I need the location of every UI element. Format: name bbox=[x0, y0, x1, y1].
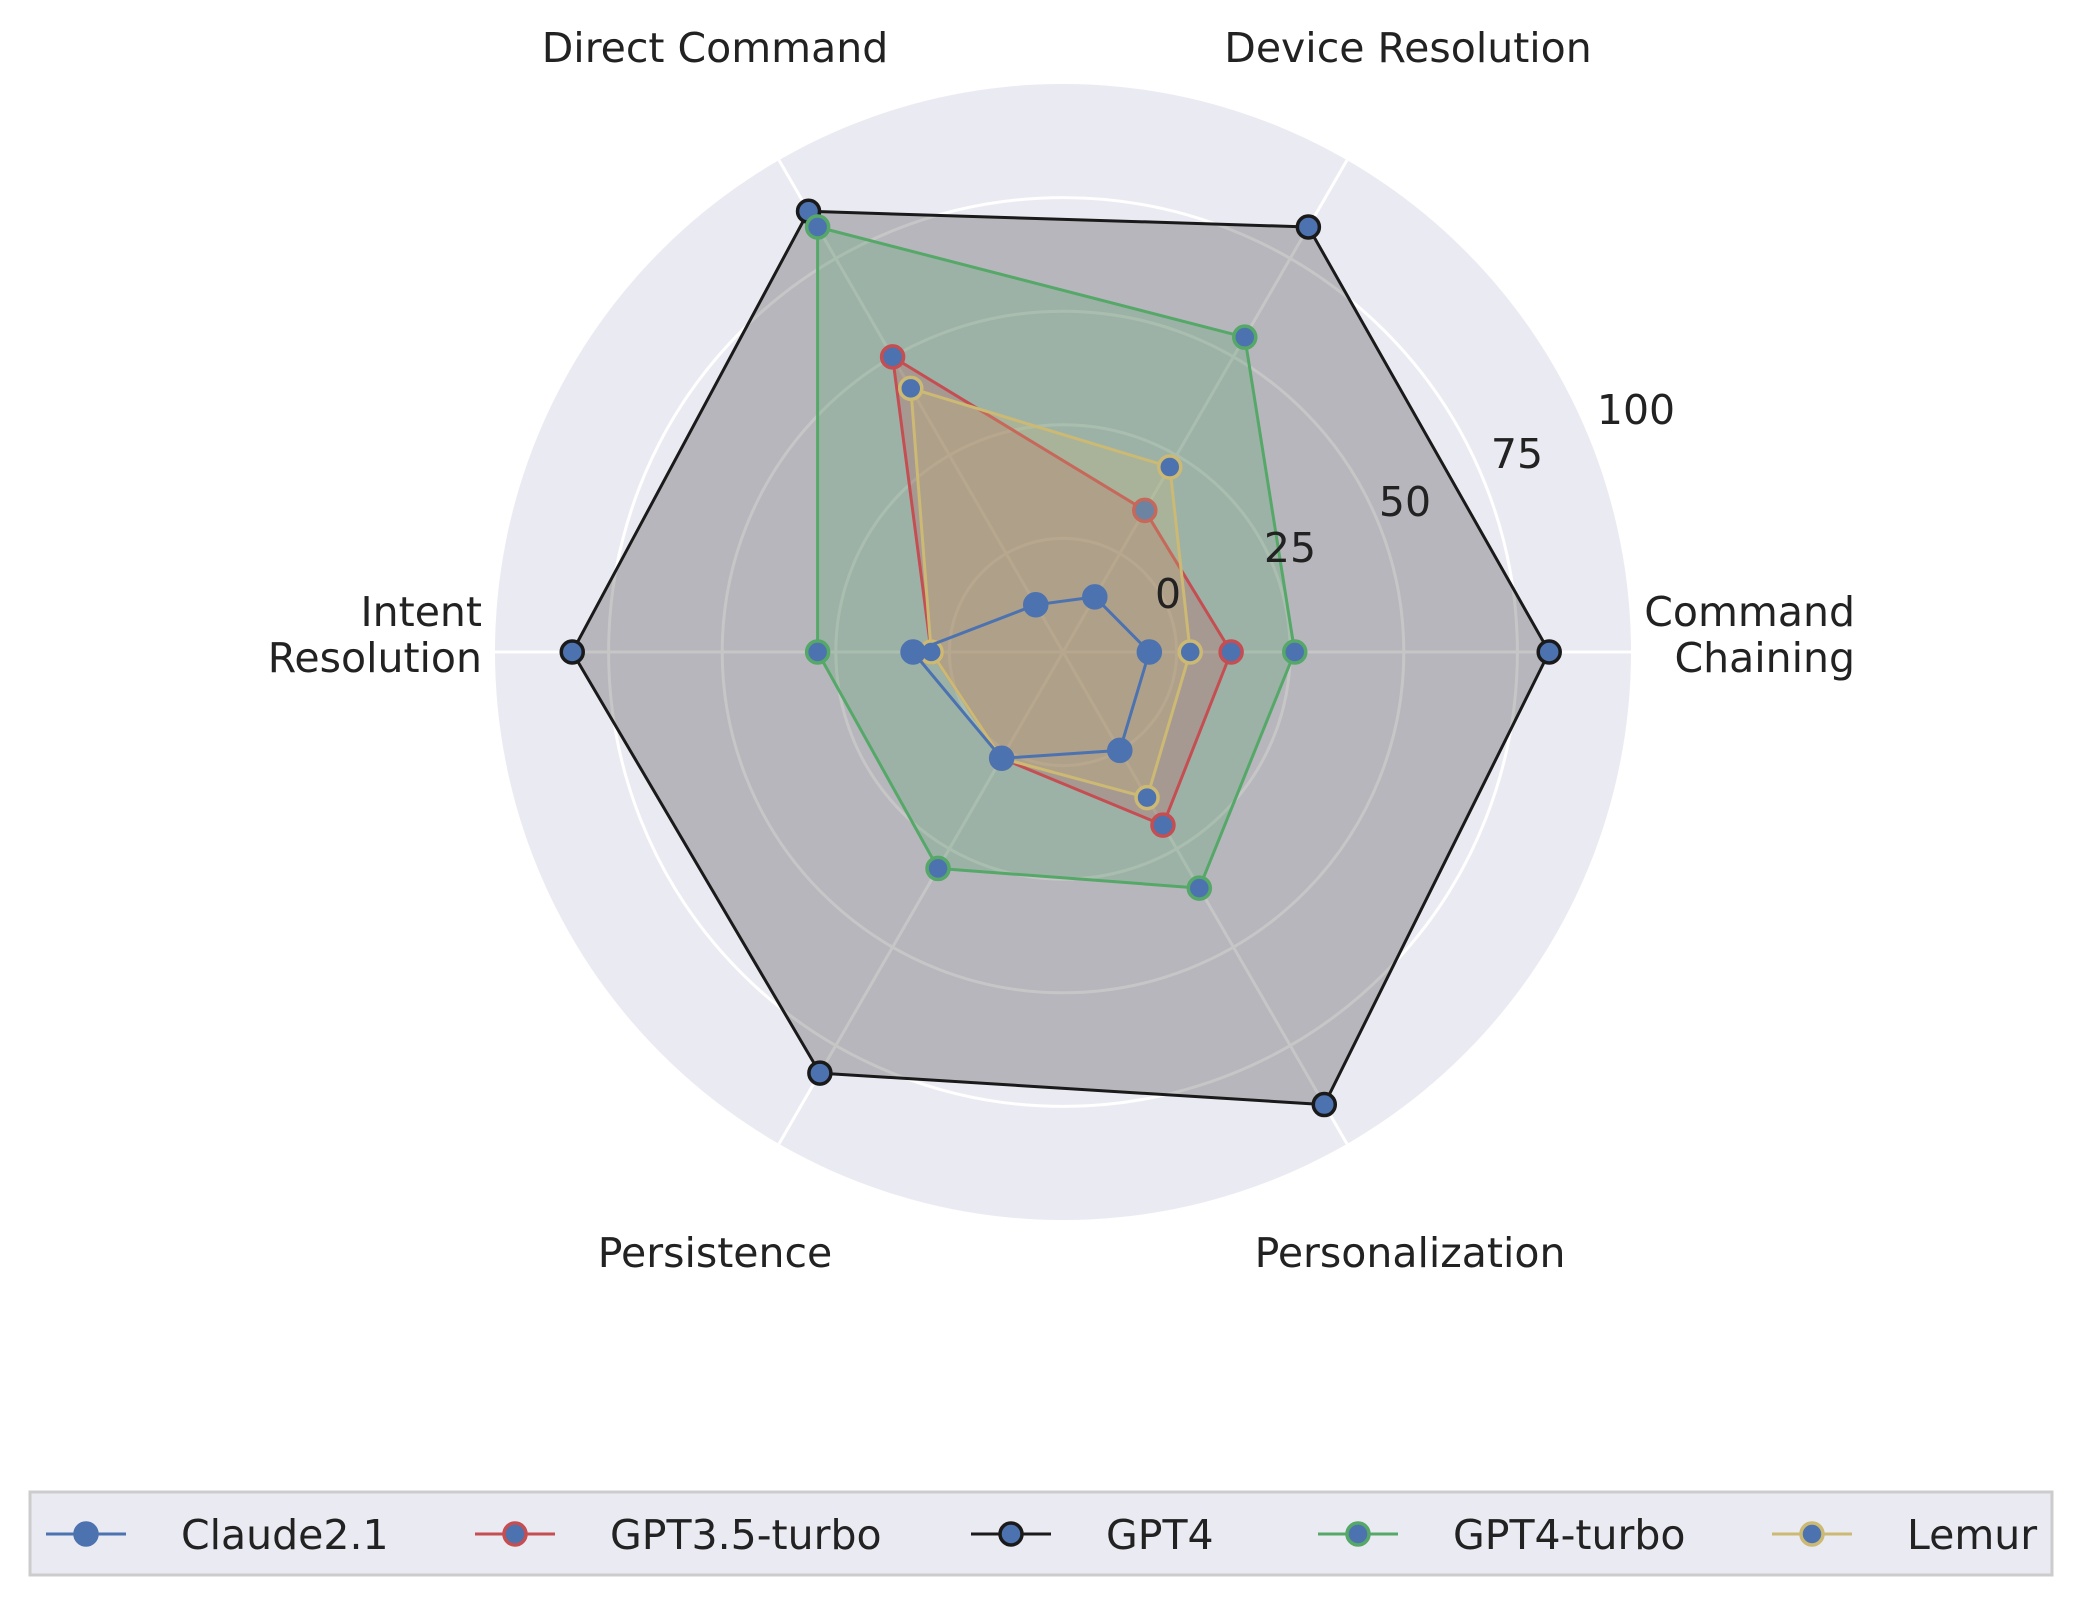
axis-label: Direct Command bbox=[542, 24, 889, 72]
legend-label: GPT4 bbox=[1106, 1511, 1214, 1559]
legend-marker bbox=[502, 1521, 528, 1547]
axis-label: Persistence bbox=[598, 1229, 833, 1277]
legend-entry: Claude2.1 bbox=[46, 1511, 389, 1559]
legend-marker bbox=[998, 1521, 1024, 1547]
data-point bbox=[1082, 584, 1108, 610]
data-point bbox=[1177, 639, 1203, 665]
data-point bbox=[1311, 1091, 1338, 1118]
data-point bbox=[1536, 639, 1562, 665]
data-point bbox=[1232, 324, 1258, 350]
series-area bbox=[910, 388, 1191, 798]
data-point bbox=[1157, 454, 1183, 480]
data-point bbox=[559, 639, 585, 665]
data-point bbox=[1136, 639, 1163, 665]
radial-tick-label: 25 bbox=[1264, 524, 1316, 572]
axis-label-line: Persistence bbox=[598, 1229, 833, 1277]
legend-marker bbox=[73, 1521, 99, 1547]
data-point bbox=[804, 639, 831, 665]
legend-label: Lemur bbox=[1907, 1511, 2037, 1559]
data-point bbox=[1150, 812, 1176, 838]
series-area bbox=[817, 227, 1295, 889]
data-point bbox=[1186, 875, 1213, 901]
radial-tick-label: 0 bbox=[1155, 570, 1181, 618]
data-point bbox=[1295, 214, 1322, 240]
axis-label-line: Resolution bbox=[268, 634, 482, 682]
data-point bbox=[807, 1060, 833, 1086]
radial-tick-label: 50 bbox=[1379, 478, 1431, 526]
axis-label-line: Direct Command bbox=[542, 24, 889, 72]
data-point bbox=[1132, 497, 1158, 524]
axis-label-line: Device Resolution bbox=[1224, 24, 1591, 72]
data-point bbox=[1218, 639, 1244, 665]
data-point bbox=[1134, 784, 1160, 811]
data-point bbox=[1022, 592, 1049, 618]
axis-label: Device Resolution bbox=[1224, 24, 1591, 72]
legend-marker bbox=[1345, 1521, 1371, 1547]
axis-label-line: Command bbox=[1644, 588, 1855, 636]
axis-label: Personalization bbox=[1255, 1229, 1566, 1277]
legend-entry: GPT4 bbox=[971, 1511, 1214, 1559]
radial-tick-label: 100 bbox=[1597, 386, 1675, 434]
legend-entry: Lemur bbox=[1772, 1511, 2037, 1559]
legend-entry: GPT3.5-turbo bbox=[475, 1511, 882, 1559]
series-lemur bbox=[898, 375, 1203, 811]
axis-label: Intent Resolution bbox=[268, 588, 482, 682]
data-point bbox=[988, 745, 1015, 772]
series-area bbox=[892, 356, 1232, 826]
radial-tick-label: 75 bbox=[1491, 430, 1543, 478]
data-point bbox=[804, 214, 831, 240]
axis-labels: Command Chaining Device Resolution Direct C… bbox=[268, 24, 1855, 1277]
data-point bbox=[898, 375, 924, 402]
data-point bbox=[1107, 737, 1133, 764]
legend-label: GPT3.5-turbo bbox=[610, 1511, 882, 1559]
radial-tick-labels: 0 25 50 75 100 bbox=[1155, 386, 1675, 618]
grid-spoke bbox=[777, 159, 1065, 653]
legend-entry: GPT4-turbo bbox=[1318, 1511, 1685, 1559]
axis-label-line: Intent bbox=[361, 588, 482, 636]
data-point bbox=[925, 855, 951, 882]
legend-marker bbox=[1799, 1521, 1825, 1547]
series-claude2-1 bbox=[900, 584, 1163, 772]
series-gpt4-turbo bbox=[804, 214, 1308, 901]
series-layer bbox=[559, 198, 1562, 1118]
axis-label-line: Chaining bbox=[1674, 634, 1855, 682]
axis-label-line: Personalization bbox=[1255, 1229, 1566, 1277]
data-point bbox=[879, 344, 906, 370]
grid-spoke bbox=[777, 651, 1065, 1145]
legend-label: Claude2.1 bbox=[181, 1511, 389, 1559]
legend: Claude2.1 GPT3.5-turbo GPT4 GPT4-turbo Lemur bbox=[28, 1490, 2054, 1577]
grid-spoke bbox=[1061, 159, 1349, 653]
axis-label: Command Chaining bbox=[1644, 588, 1855, 682]
data-point bbox=[1281, 639, 1308, 665]
data-point bbox=[900, 639, 926, 665]
legend-label: GPT4-turbo bbox=[1453, 1511, 1685, 1559]
